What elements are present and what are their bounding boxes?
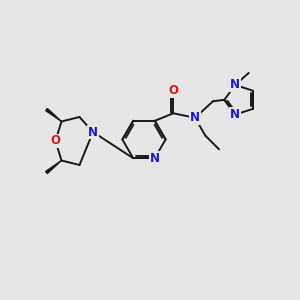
Text: N: N (88, 125, 98, 139)
Text: N: N (230, 79, 240, 92)
Text: N: N (230, 108, 240, 121)
Polygon shape (46, 160, 62, 174)
Polygon shape (46, 108, 62, 122)
Text: O: O (50, 134, 61, 148)
Text: O: O (168, 84, 178, 97)
Text: N: N (190, 111, 200, 124)
Text: N: N (150, 152, 160, 165)
